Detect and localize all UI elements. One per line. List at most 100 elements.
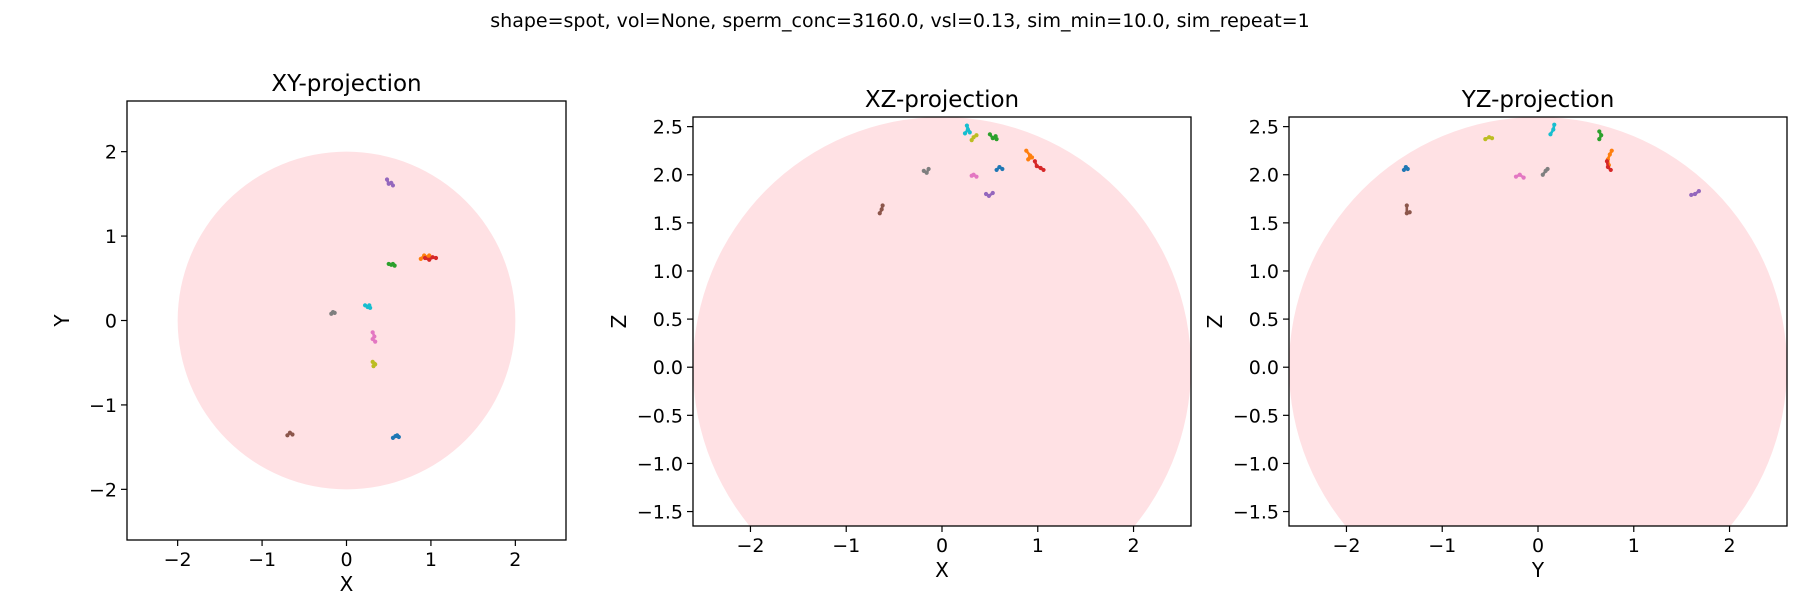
track-point-5-2 xyxy=(290,432,295,437)
y-tick-label: −2 xyxy=(89,479,117,501)
track-point-8-3 xyxy=(373,362,378,367)
plot-area xyxy=(177,151,516,490)
track-point-0-2 xyxy=(1000,166,1005,172)
track-point-8-0 xyxy=(1483,137,1488,142)
track-point-7-2 xyxy=(926,166,931,172)
y-tick-label: 0.5 xyxy=(653,309,683,331)
plot-area xyxy=(1289,117,1787,526)
y-tick-label: 2.5 xyxy=(1249,117,1279,139)
x-axis-label: X xyxy=(935,558,949,582)
y-tick-label: 1.0 xyxy=(1249,261,1279,283)
x-tick-label: −1 xyxy=(1428,535,1456,557)
track-point-3-3 xyxy=(433,255,439,261)
subplot-3: −2 −1 0 1 2 −1.5 −1.0 −0.5 0.0 0.5 1.0 1.5 2.0 2.5 YZ-… xyxy=(1203,87,1788,582)
subplots: −2 −1 0 1 2 −2 −1 0 1 2 XY-projection X Y −2 −1 0 1 2 −1.5… xyxy=(50,71,1788,596)
y-tick-label: 1.0 xyxy=(653,261,683,283)
x-tick-label: −2 xyxy=(164,549,192,571)
track-point-1-2 xyxy=(1026,157,1031,162)
x-axis-label: X xyxy=(340,572,354,596)
track-point-5-2 xyxy=(1407,210,1412,215)
track-point-1-3 xyxy=(1609,148,1614,153)
figure-suptitle: shape=spot, vol=None, sperm_conc=3160.0,… xyxy=(490,10,1309,32)
track-point-8-2 xyxy=(1489,136,1495,141)
x-tick-label: 1 xyxy=(425,549,437,571)
x-tick-label: −1 xyxy=(832,535,860,557)
track-point-9-1 xyxy=(1551,127,1556,132)
track-line-1 xyxy=(1025,149,1034,161)
sphere-region xyxy=(1289,117,1787,526)
track-point-5-0 xyxy=(1404,203,1409,208)
track-point-6-2 xyxy=(1521,175,1526,180)
track-point-1-2 xyxy=(1607,152,1612,157)
track-point-2-3 xyxy=(390,261,396,267)
track-point-3-2 xyxy=(430,255,435,260)
track-point-2-3 xyxy=(994,137,999,142)
track-point-5-2 xyxy=(880,203,885,208)
x-axis-label: Y xyxy=(1531,558,1545,582)
x-tick-label: 2 xyxy=(1127,535,1139,557)
track-point-7-0 xyxy=(1540,172,1545,177)
y-axis-label: Y xyxy=(50,314,74,328)
track-point-8-2 xyxy=(974,133,979,138)
subplot-title: XY-projection xyxy=(271,71,421,97)
track-point-4-3 xyxy=(390,183,396,188)
y-tick-label: −1.0 xyxy=(637,453,683,475)
track-point-4-1 xyxy=(1692,191,1698,197)
track-point-6-2 xyxy=(974,174,979,179)
y-tick-label: −1.5 xyxy=(637,502,683,524)
y-tick-label: 2.0 xyxy=(653,165,683,187)
y-tick-label: 2.0 xyxy=(1249,165,1279,187)
subplot-2: −2 −1 0 1 2 −1.5 −1.0 −0.5 0.0 0.5 1.0 1.5 2.0 2.5 XZ-… xyxy=(607,87,1192,582)
track-point-9-3 xyxy=(368,305,373,310)
track-point-6-0 xyxy=(370,330,375,335)
y-tick-label: 1.5 xyxy=(653,213,683,235)
x-tick-label: 0 xyxy=(1532,535,1544,557)
subplot-title: XZ-projection xyxy=(865,87,1019,113)
y-tick-label: −1.5 xyxy=(1233,502,1279,524)
track-point-7-2 xyxy=(332,310,337,316)
track-point-2-2 xyxy=(1597,129,1602,134)
plot-area xyxy=(693,117,1191,526)
track-point-1-3 xyxy=(1029,155,1035,160)
track-point-5-1 xyxy=(879,207,884,212)
x-tick-label: −2 xyxy=(736,535,764,557)
track-point-0-3 xyxy=(395,433,400,438)
y-tick-label: −1.0 xyxy=(1233,453,1279,475)
y-tick-label: 2.5 xyxy=(653,117,683,139)
track-point-4-1 xyxy=(986,193,992,199)
track-point-5-0 xyxy=(877,211,882,216)
track-point-2-0 xyxy=(987,132,992,137)
x-tick-label: −1 xyxy=(248,549,276,571)
track-point-3-3 xyxy=(1041,167,1046,173)
track-point-1-3 xyxy=(427,253,432,258)
sphere-region xyxy=(177,151,516,490)
track-point-2-0 xyxy=(1597,137,1602,142)
track-point-4-2 xyxy=(990,190,995,196)
track-point-3-0 xyxy=(1032,159,1037,164)
y-tick-label: 1 xyxy=(105,226,117,248)
track-point-0-2 xyxy=(1405,166,1410,172)
y-axis-label: Z xyxy=(1203,315,1227,329)
track-point-3-1 xyxy=(1034,163,1039,169)
x-tick-label: 2 xyxy=(509,549,521,571)
y-tick-label: 0 xyxy=(105,311,117,333)
track-point-4-0 xyxy=(384,177,390,182)
y-tick-label: 0.0 xyxy=(653,357,683,379)
track-point-1-0 xyxy=(418,256,423,261)
y-tick-label: 1.5 xyxy=(1249,213,1279,235)
track-point-6-3 xyxy=(373,339,378,344)
y-axis-label: Z xyxy=(607,315,631,329)
track-point-3-2 xyxy=(1608,167,1613,173)
track-point-6-1 xyxy=(1517,172,1522,177)
track-point-9-0 xyxy=(962,131,968,136)
x-tick-label: −2 xyxy=(1332,535,1360,557)
y-tick-label: −0.5 xyxy=(637,405,683,427)
track-point-2-1 xyxy=(1599,133,1604,138)
y-tick-label: −1 xyxy=(89,395,117,417)
track-point-3-0 xyxy=(1604,159,1610,164)
x-tick-label: 0 xyxy=(340,549,352,571)
y-tick-label: 0.0 xyxy=(1249,357,1279,379)
x-tick-label: 2 xyxy=(1723,535,1735,557)
track-point-9-2 xyxy=(1552,122,1557,127)
